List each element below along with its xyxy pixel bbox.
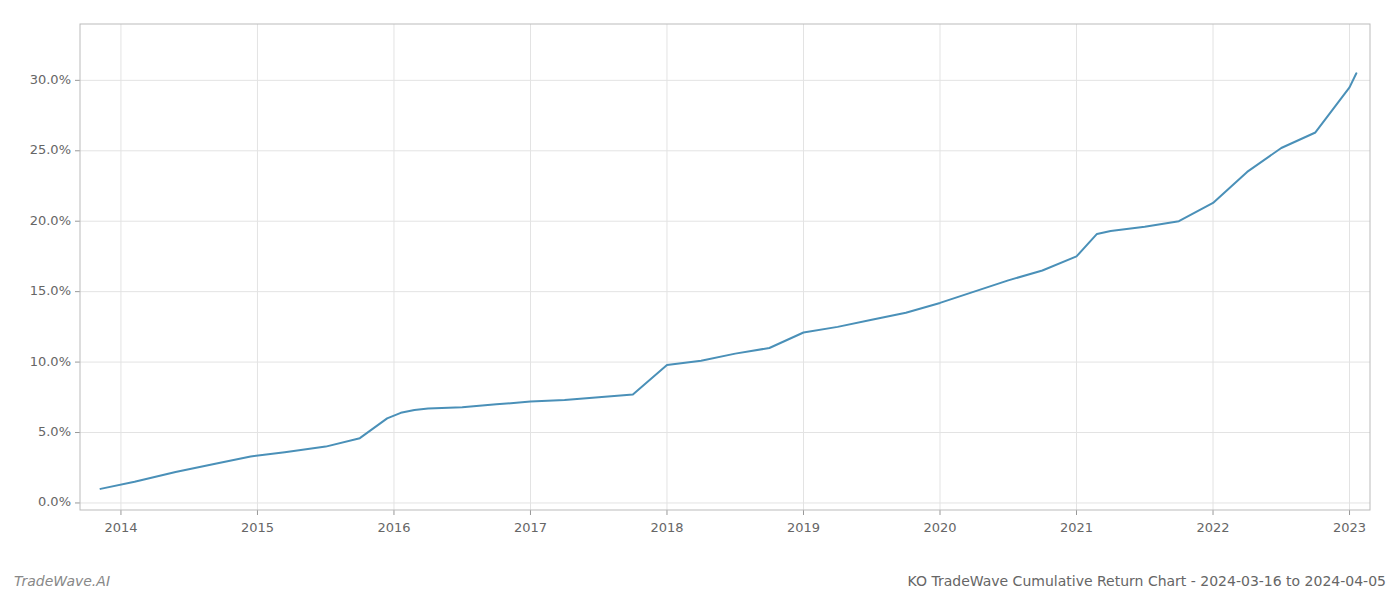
x-tick xyxy=(803,510,804,515)
y-grid-line xyxy=(80,80,1370,81)
axes: 0.0% 5.0% 10.0% 15.0% 20.0% 25.0% 30.0% 2014 201… xyxy=(30,24,1370,535)
x-grid-line xyxy=(1076,24,1077,510)
chart: 0.0% 5.0% 10.0% 15.0% 20.0% 25.0% 30.0% 2014 201… xyxy=(0,0,1400,600)
x-tick-label: 2022 xyxy=(1196,520,1229,535)
x-tick xyxy=(1076,510,1077,515)
x-grid-line xyxy=(666,24,667,510)
y-tick xyxy=(75,80,80,81)
y-grid-line xyxy=(80,291,1370,292)
data-area xyxy=(100,73,1356,489)
y-tick-label: 15.0% xyxy=(30,283,71,298)
y-tick-label: 5.0% xyxy=(38,424,71,439)
y-tick xyxy=(75,150,80,151)
x-tick xyxy=(666,510,667,515)
y-grid-line xyxy=(80,150,1370,151)
x-tick xyxy=(940,510,941,515)
x-tick-label: 2019 xyxy=(787,520,820,535)
x-tick-label: 2018 xyxy=(650,520,683,535)
x-tick-label: 2015 xyxy=(241,520,274,535)
x-grid-line xyxy=(257,24,258,510)
title: KO TradeWave Cumulative Return Chart - 2… xyxy=(908,573,1386,589)
y-tick xyxy=(75,221,80,222)
x-tick xyxy=(257,510,258,515)
y-grid-line xyxy=(80,432,1370,433)
x-tick-label: 2020 xyxy=(923,520,956,535)
cumulative-return-line xyxy=(100,73,1356,489)
y-tick-label: 30.0% xyxy=(30,72,71,87)
x-tick xyxy=(393,510,394,515)
x-grid-line xyxy=(1213,24,1214,510)
x-grid-line xyxy=(120,24,121,510)
x-grid-line xyxy=(393,24,394,510)
x-grid-line xyxy=(530,24,531,510)
y-tick-label: 20.0% xyxy=(30,213,71,228)
y-tick-label: 10.0% xyxy=(30,354,71,369)
y-tick xyxy=(75,502,80,503)
watermark: TradeWave.AI xyxy=(14,573,110,589)
y-tick xyxy=(75,362,80,363)
x-grid-line xyxy=(1349,24,1350,510)
grid xyxy=(80,24,1370,510)
y-grid-line xyxy=(80,502,1370,503)
x-tick xyxy=(530,510,531,515)
x-grid-line xyxy=(803,24,804,510)
x-grid-line xyxy=(940,24,941,510)
y-grid-line xyxy=(80,362,1370,363)
y-tick-label: 25.0% xyxy=(30,142,71,157)
x-tick-label: 2016 xyxy=(377,520,410,535)
x-tick xyxy=(1349,510,1350,515)
y-tick-label: 0.0% xyxy=(38,494,71,509)
x-tick-label: 2021 xyxy=(1060,520,1093,535)
x-tick-label: 2014 xyxy=(104,520,137,535)
x-tick-label: 2017 xyxy=(514,520,547,535)
y-tick xyxy=(75,291,80,292)
x-tick xyxy=(1213,510,1214,515)
plot-frame xyxy=(80,24,1370,510)
x-tick-label: 2023 xyxy=(1333,520,1366,535)
x-tick xyxy=(120,510,121,515)
y-tick xyxy=(75,432,80,433)
